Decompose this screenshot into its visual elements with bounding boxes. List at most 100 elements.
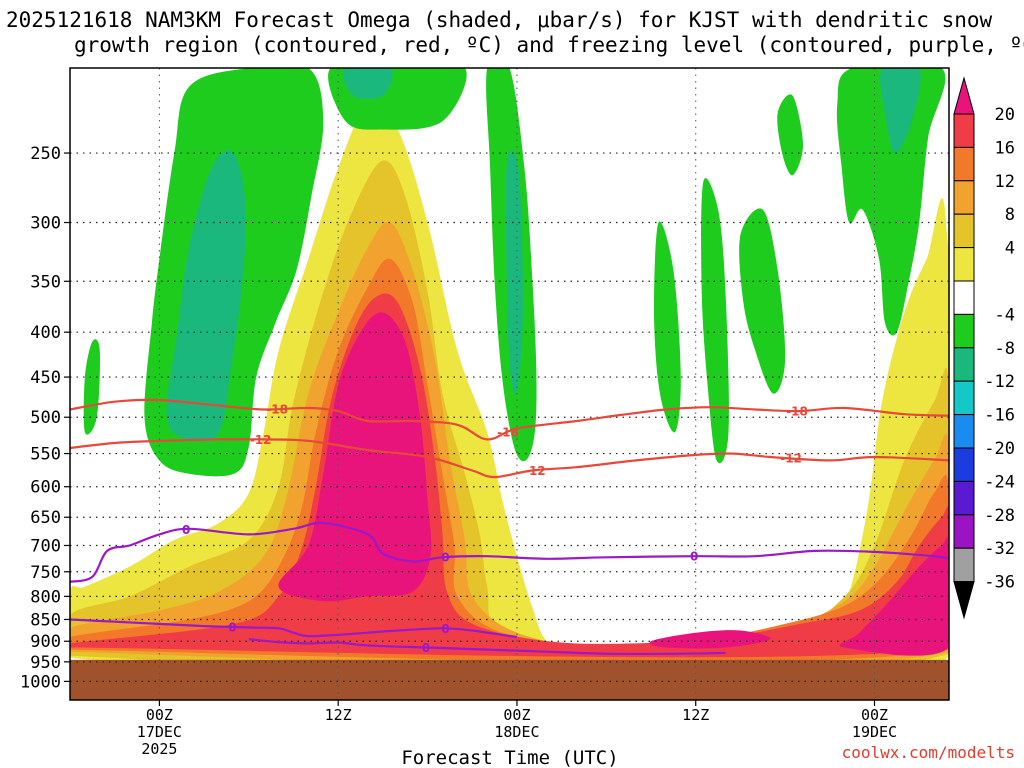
omega-region-15: [505, 149, 523, 396]
colorbar-bin: [953, 113, 975, 148]
omega-region-20: [836, 68, 946, 336]
plot-frame: [69, 67, 950, 701]
colorbar-bin: [953, 447, 975, 482]
colorbar-label: -16: [984, 406, 1015, 426]
ground-layer: [70, 659, 949, 700]
y-tick-label: 1000: [20, 672, 61, 692]
colorbar-bin: [953, 547, 975, 583]
colorbar: 20 16 12 8 4 -4 -8 -12 -16 -20 -24 -28 -32 -36: [953, 76, 1015, 620]
grid-layer: [70, 68, 949, 700]
dendritic-contour-1: [70, 398, 949, 441]
omega-region-6: [278, 312, 432, 602]
dendritic-contour-label: -18: [266, 403, 288, 417]
omega-region-21: [880, 68, 921, 153]
x-tick-label: 12Z: [682, 706, 709, 724]
colorbar-label: 4: [1005, 239, 1015, 259]
y-tick-label: 800: [30, 587, 61, 607]
x-tick-label: 18DEC: [494, 723, 539, 741]
x-axis-label: Forecast Time (UTC): [401, 747, 618, 768]
dendritic-contour-label: -12: [780, 452, 802, 466]
x-tick-label: 2025: [141, 740, 177, 758]
y-tick-label: 450: [30, 368, 61, 388]
omega-shading-layer: [70, 68, 949, 690]
colorbar-bin: [953, 514, 975, 549]
y-tick-label: 850: [30, 610, 61, 630]
dendritic-contour-label: -18: [497, 425, 519, 439]
chart-title-line-2: growth region (contoured, red, ºC) and f…: [74, 33, 1024, 57]
freezing-contour-label: 0: [441, 622, 449, 636]
omega-region-16: [653, 221, 681, 433]
colorbar-label: -28: [984, 506, 1015, 526]
omega-region-4: [70, 258, 949, 663]
colorbar-label: 12: [995, 172, 1015, 192]
colorbar-label: -4: [995, 305, 1015, 325]
y-tick-label: 350: [30, 272, 61, 292]
dendritic-contour-label: -12: [524, 464, 546, 478]
omega-region-13: [343, 68, 393, 100]
freezing-contour-label: 0: [182, 523, 190, 537]
y-tick-label: 250: [30, 144, 61, 164]
freezing-contour-label: 0: [441, 551, 449, 565]
colorbar-bin: [953, 347, 975, 382]
colorbar-label: 20: [995, 105, 1015, 125]
omega-region-7: [649, 630, 771, 649]
x-tick-label: 12Z: [325, 706, 352, 724]
y-axis: 2503003504004505005506006507007508008509…: [20, 144, 70, 692]
freezing-contour-label: 0: [690, 550, 698, 564]
x-tick-label: 00Z: [861, 706, 888, 724]
colorbar-label: 8: [1005, 205, 1015, 225]
colorbar-label: -8: [995, 339, 1015, 359]
y-tick-label: 750: [30, 563, 61, 583]
colorbar-bin: [953, 146, 975, 182]
y-tick-label: 550: [30, 445, 61, 465]
chart-title-line-1: 2025121618 NAM3KM Forecast Omega (shaded…: [6, 8, 993, 32]
x-tick-label: 00Z: [503, 706, 530, 724]
colorbar-bin: [953, 180, 975, 215]
x-tick-label: 19DEC: [852, 723, 897, 741]
colorbar-bin: [953, 480, 975, 516]
y-tick-label: 300: [30, 214, 61, 234]
colorbar-top-tip: [953, 76, 975, 115]
colorbar-bin: [953, 213, 975, 249]
omega-region-8: [839, 537, 949, 656]
x-tick-label: 17DEC: [137, 723, 182, 741]
freezing-contour-label: 0: [228, 620, 236, 634]
omega-region-9: [83, 339, 100, 435]
freezing-contour-2: [70, 618, 518, 639]
colorbar-label: -36: [984, 573, 1015, 593]
colorbar-bin: [953, 313, 975, 349]
colorbar-label: -20: [984, 439, 1015, 459]
colorbar-bin: [953, 380, 975, 416]
x-tick-label: 00Z: [146, 706, 173, 724]
dendritic-contour-label: -18: [786, 404, 808, 418]
dendritic-contour-label: -12: [250, 433, 272, 447]
colorbar-label: -12: [984, 372, 1015, 392]
omega-region-5: [70, 293, 949, 658]
colorbar-bin: [953, 247, 975, 282]
y-tick-label: 400: [30, 323, 61, 343]
freezing-contour-3: [248, 638, 726, 656]
y-tick-label: 700: [30, 536, 61, 556]
ground-surface: [70, 659, 949, 700]
omega-region-17: [701, 178, 729, 464]
y-tick-label: 500: [30, 408, 61, 428]
y-tick-label: 650: [30, 508, 61, 528]
colorbar-label: -32: [984, 539, 1015, 559]
omega-region-18: [739, 208, 786, 394]
freezing-contour-label: 0: [422, 641, 430, 655]
colorbar-bin: [953, 280, 975, 315]
colorbar-bin: [953, 414, 975, 449]
colorbar-label: 16: [995, 138, 1015, 158]
dendritic-contour-2: [70, 438, 949, 479]
y-tick-label: 950: [30, 653, 61, 673]
contour-layer: [70, 398, 949, 656]
colorbar-bottom-tip: [953, 581, 975, 620]
credit-text: coolwx.com/modelts: [842, 743, 1015, 762]
y-tick-label: 900: [30, 632, 61, 652]
colorbar-label: -24: [984, 472, 1015, 492]
y-tick-label: 600: [30, 478, 61, 498]
omega-region-19: [777, 94, 803, 176]
